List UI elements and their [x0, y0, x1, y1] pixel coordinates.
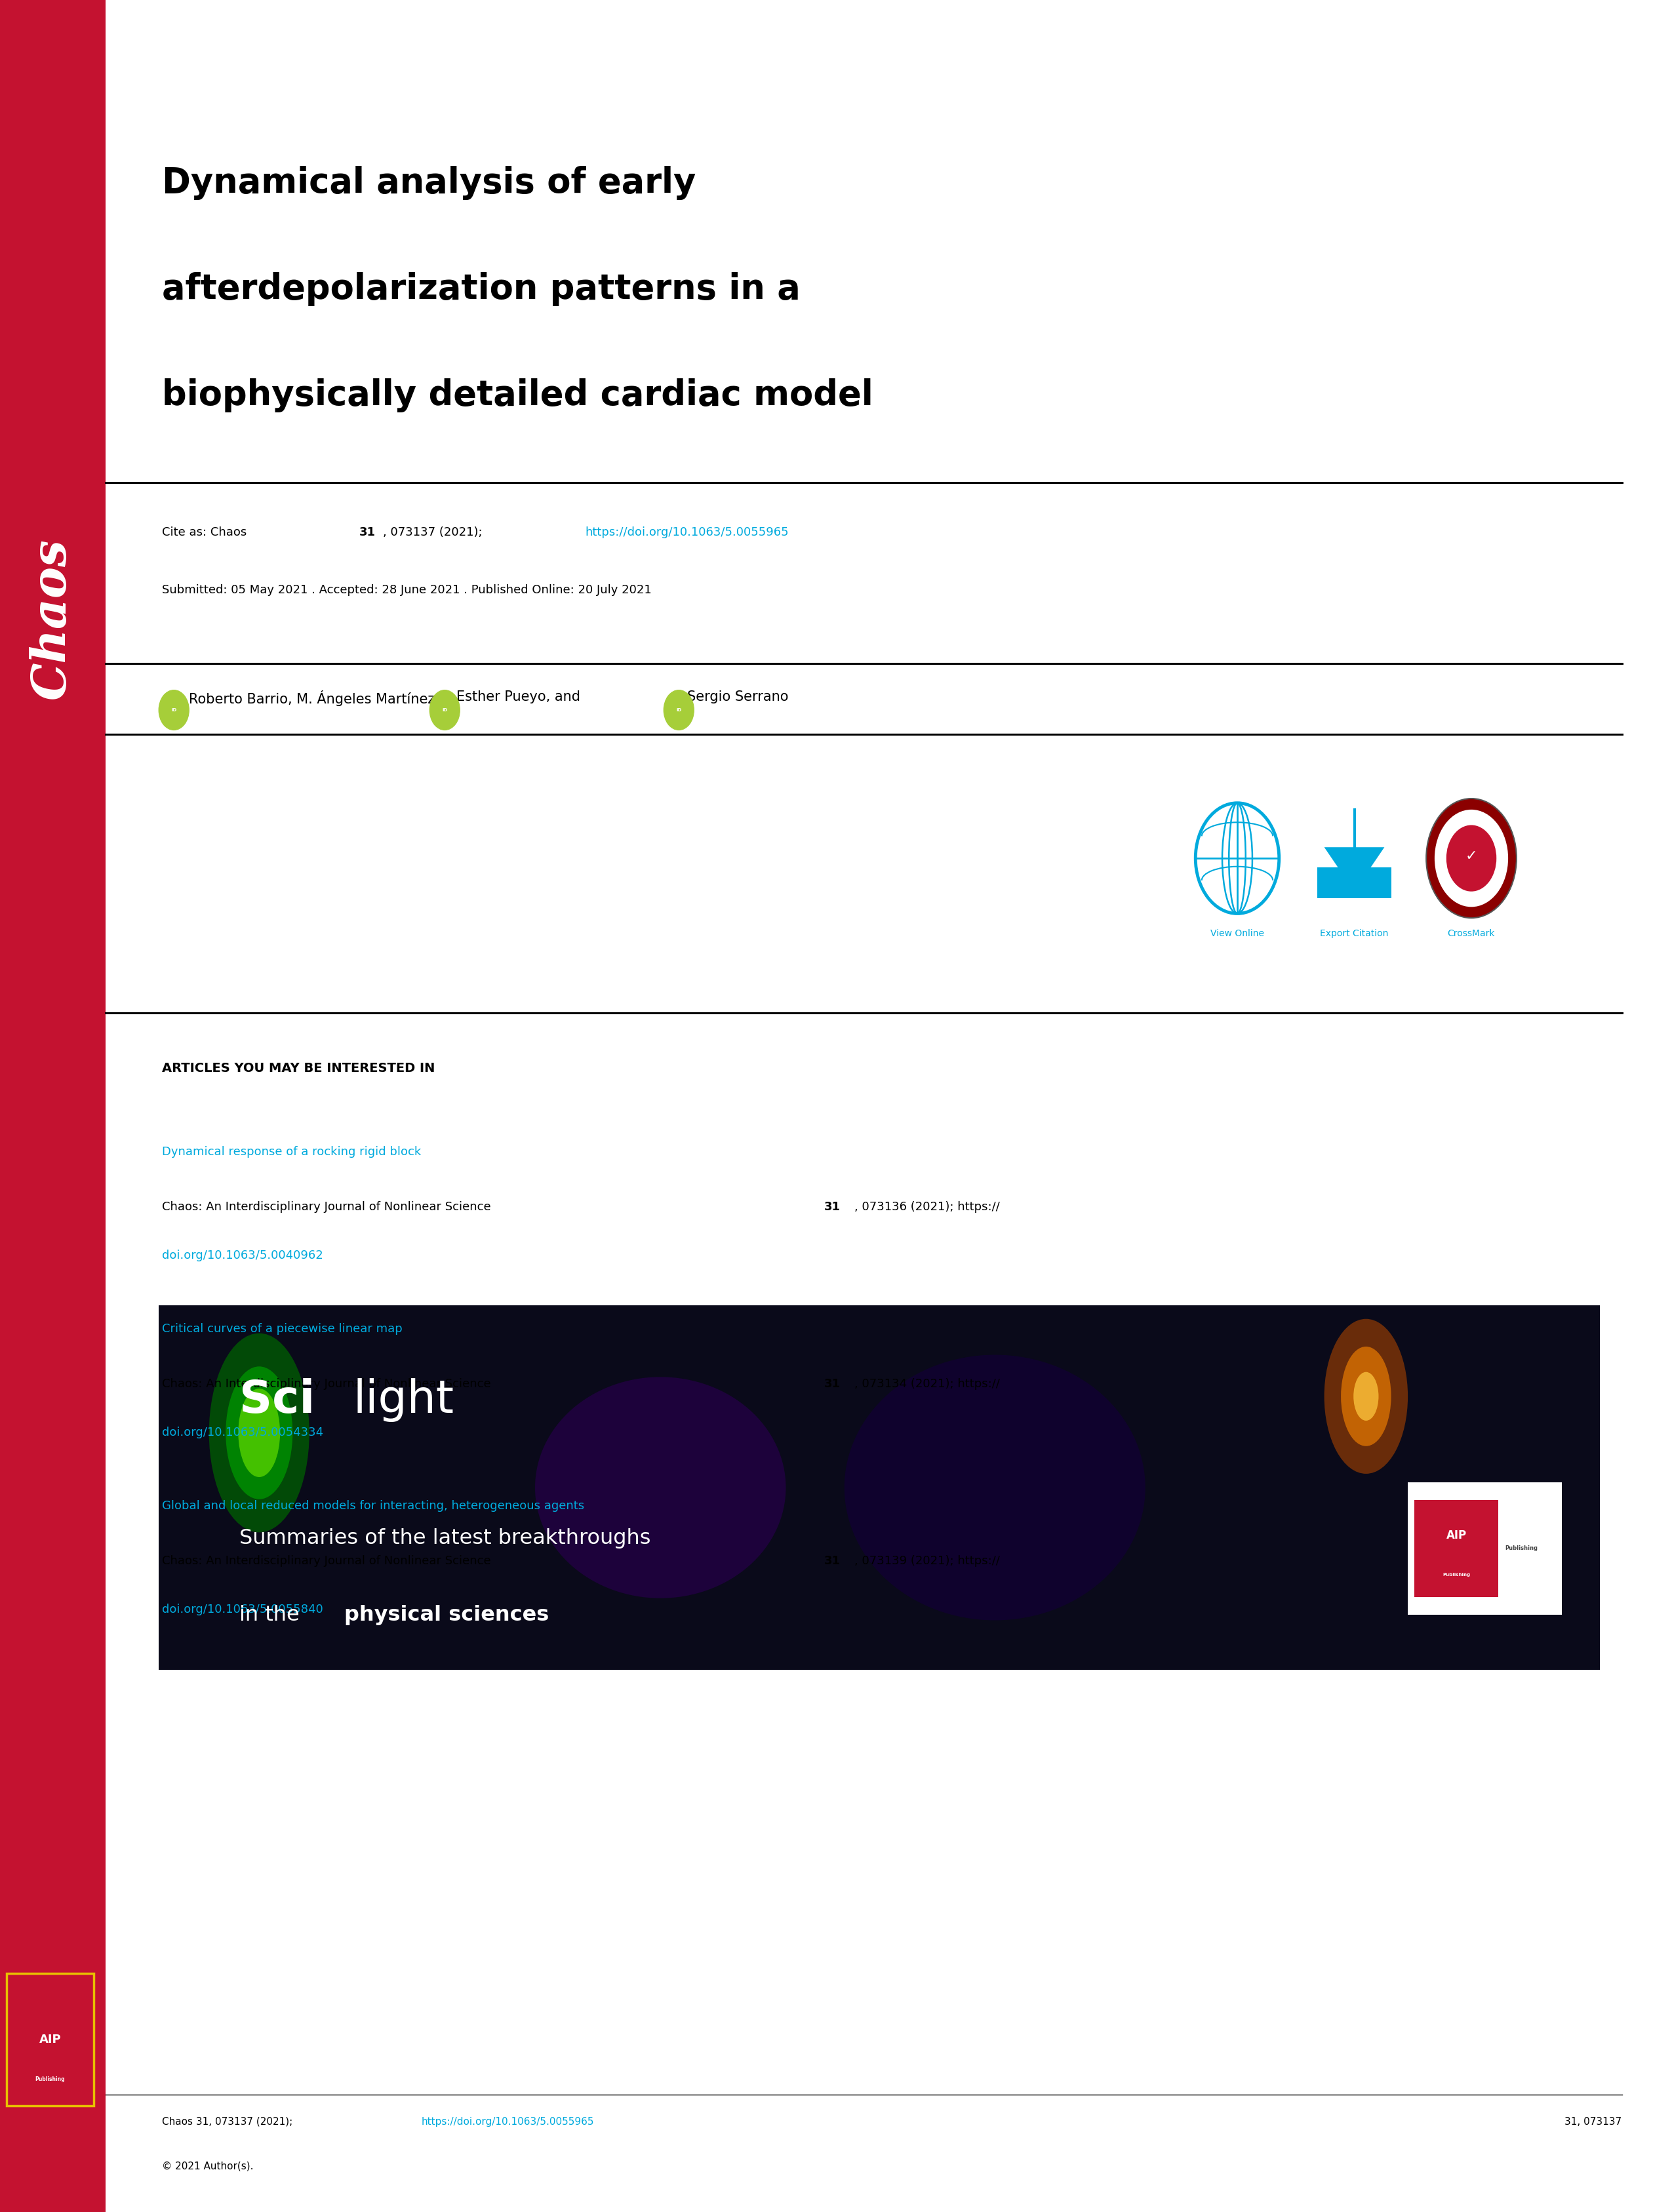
Text: Chaos 31, 073137 (2021);: Chaos 31, 073137 (2021);	[162, 2117, 296, 2126]
Ellipse shape	[844, 1354, 1145, 1619]
Text: light: light	[353, 1378, 453, 1422]
Text: © 2021 Author(s).: © 2021 Author(s).	[162, 2161, 254, 2170]
Circle shape	[430, 690, 460, 730]
Ellipse shape	[209, 1334, 309, 1533]
Text: ARTICLES YOU MAY BE INTERESTED IN: ARTICLES YOU MAY BE INTERESTED IN	[162, 1062, 435, 1075]
Text: Submitted: 05 May 2021 . Accepted: 28 June 2021 . Published Online: 20 July 2021: Submitted: 05 May 2021 . Accepted: 28 Ju…	[162, 584, 652, 595]
Polygon shape	[1324, 847, 1384, 891]
Bar	[0, 0, 105, 2212]
Bar	[1415, 1500, 1498, 1597]
Text: Publishing: Publishing	[1443, 1573, 1470, 1577]
Text: iD: iD	[675, 708, 682, 712]
Text: physical sciences: physical sciences	[344, 1606, 548, 1626]
Text: , 073136 (2021); https://: , 073136 (2021); https://	[854, 1201, 1000, 1212]
Text: Cite as: Chaos: Cite as: Chaos	[162, 526, 251, 538]
Text: afterdepolarization patterns in a: afterdepolarization patterns in a	[162, 272, 801, 305]
Text: Export Citation: Export Citation	[1321, 929, 1388, 938]
Text: Chaos: An Interdisciplinary Journal of Nonlinear Science: Chaos: An Interdisciplinary Journal of N…	[162, 1201, 495, 1212]
Ellipse shape	[226, 1367, 293, 1500]
Text: Dynamical response of a rocking rigid block: Dynamical response of a rocking rigid bl…	[162, 1146, 421, 1157]
Text: biophysically detailed cardiac model: biophysically detailed cardiac model	[162, 378, 873, 411]
Text: Chaos: An Interdisciplinary Journal of Nonlinear Science: Chaos: An Interdisciplinary Journal of N…	[162, 1378, 495, 1389]
Text: Sergio Serrano: Sergio Serrano	[687, 690, 789, 703]
Text: iD: iD	[441, 708, 448, 712]
Text: 31: 31	[824, 1201, 841, 1212]
Text: 31: 31	[359, 526, 376, 538]
Circle shape	[1426, 799, 1517, 918]
Text: doi.org/10.1063/5.0040962: doi.org/10.1063/5.0040962	[162, 1250, 323, 1261]
Text: Chaos: An Interdisciplinary Journal of Nonlinear Science: Chaos: An Interdisciplinary Journal of N…	[162, 1555, 495, 1566]
Circle shape	[664, 690, 694, 730]
Text: doi.org/10.1063/5.0054334: doi.org/10.1063/5.0054334	[162, 1427, 324, 1438]
Bar	[7, 1973, 94, 2106]
Ellipse shape	[1341, 1347, 1391, 1447]
Text: , 073137 (2021);: , 073137 (2021);	[383, 526, 487, 538]
Bar	[1408, 1482, 1562, 1615]
Text: ✓: ✓	[1465, 849, 1478, 863]
Text: https://doi.org/10.1063/5.0055965: https://doi.org/10.1063/5.0055965	[421, 2117, 594, 2126]
Circle shape	[1446, 825, 1496, 891]
Text: , 073134 (2021); https://: , 073134 (2021); https://	[854, 1378, 1000, 1389]
Circle shape	[1435, 810, 1508, 907]
Text: 31, 073137: 31, 073137	[1565, 2117, 1622, 2126]
Text: View Online: View Online	[1211, 929, 1264, 938]
Text: doi.org/10.1063/5.0055840: doi.org/10.1063/5.0055840	[162, 1604, 323, 1615]
Text: in the: in the	[239, 1606, 306, 1626]
Text: Dynamical analysis of early: Dynamical analysis of early	[162, 166, 696, 199]
Bar	[159, 1305, 1600, 1670]
Ellipse shape	[1324, 1318, 1408, 1473]
Text: https://doi.org/10.1063/5.0055965: https://doi.org/10.1063/5.0055965	[585, 526, 789, 538]
Text: Publishing: Publishing	[1505, 1546, 1538, 1551]
Text: Critical curves of a piecewise linear map: Critical curves of a piecewise linear ma…	[162, 1323, 403, 1334]
Ellipse shape	[237, 1389, 279, 1478]
Ellipse shape	[535, 1376, 786, 1597]
Ellipse shape	[1353, 1371, 1378, 1420]
Circle shape	[159, 690, 189, 730]
Text: iD: iD	[171, 708, 177, 712]
Bar	[1318, 867, 1391, 898]
Text: Publishing: Publishing	[35, 2077, 65, 2081]
Text: 31: 31	[824, 1555, 841, 1566]
Text: 31: 31	[824, 1378, 841, 1389]
Text: Chaos: Chaos	[30, 540, 75, 699]
Text: AIP: AIP	[38, 2033, 62, 2046]
Text: Global and local reduced models for interacting, heterogeneous agents: Global and local reduced models for inte…	[162, 1500, 585, 1511]
Text: , 073139 (2021); https://: , 073139 (2021); https://	[854, 1555, 1000, 1566]
Text: Summaries of the latest breakthroughs: Summaries of the latest breakthroughs	[239, 1528, 650, 1548]
Text: Sci: Sci	[239, 1378, 314, 1422]
Text: Esther Pueyo, and: Esther Pueyo, and	[456, 690, 580, 703]
Text: CrossMark: CrossMark	[1448, 929, 1495, 938]
Text: AIP: AIP	[1446, 1528, 1466, 1542]
Text: Roberto Barrio, M. Ángeles Martínez,: Roberto Barrio, M. Ángeles Martínez,	[189, 690, 440, 706]
